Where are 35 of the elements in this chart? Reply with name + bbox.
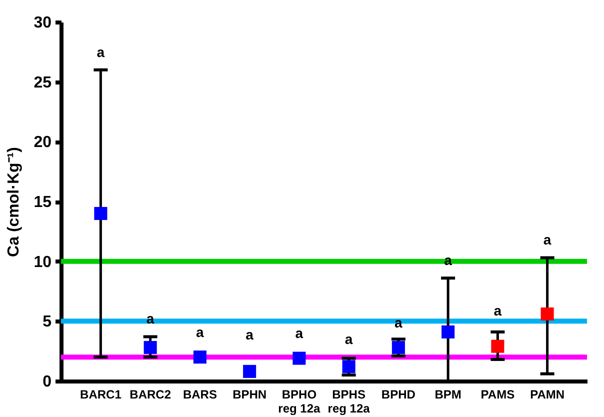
point bbox=[243, 364, 256, 378]
y-axis-title: Ca (cmol·Kg⁻¹) bbox=[6, 147, 23, 257]
point bbox=[392, 340, 405, 354]
x-tick-label: PAMS bbox=[480, 388, 515, 402]
point bbox=[442, 325, 455, 338]
annotation: a bbox=[246, 326, 254, 342]
annotation: a bbox=[494, 302, 502, 318]
point bbox=[342, 360, 356, 374]
y-tick-label: 0 bbox=[42, 374, 52, 390]
point bbox=[94, 206, 108, 220]
annotation: a bbox=[344, 331, 353, 348]
y-tick-label: 20 bbox=[34, 134, 52, 152]
point bbox=[540, 307, 554, 321]
x-tick-label: BARC1 bbox=[80, 388, 122, 402]
x-tick-label: PAMN bbox=[530, 388, 565, 402]
y-tick-label: 5 bbox=[42, 314, 52, 331]
y-tick-label: 10 bbox=[34, 254, 52, 271]
y-tick-label: 15 bbox=[34, 194, 52, 211]
annotation: a bbox=[196, 324, 204, 340]
point bbox=[144, 340, 157, 354]
x-tick-label: BPHS reg 12a bbox=[328, 388, 370, 416]
annotation: a bbox=[96, 44, 105, 60]
annotation: a bbox=[543, 232, 552, 248]
x-tick-label: BARC2 bbox=[130, 388, 172, 402]
x-tick-label: BARS bbox=[182, 388, 217, 402]
annotation: a bbox=[295, 325, 304, 342]
x-tick-label: BPHN bbox=[232, 388, 267, 402]
x-tick-label: BPHO reg 12a bbox=[278, 388, 321, 416]
x-tick-label: BPHD bbox=[381, 388, 416, 402]
point bbox=[193, 350, 206, 364]
point bbox=[292, 352, 306, 365]
x-tick-label: BPM bbox=[434, 388, 462, 402]
y-tick-label: 25 bbox=[34, 74, 52, 92]
y-tick-label: 30 bbox=[34, 14, 52, 32]
point bbox=[491, 340, 504, 353]
